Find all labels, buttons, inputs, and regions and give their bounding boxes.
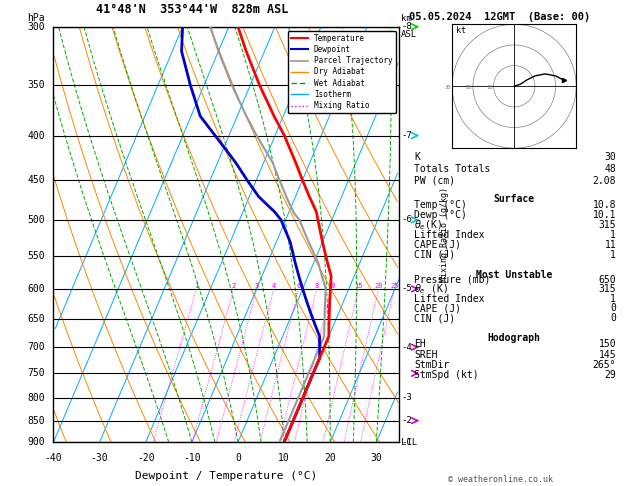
Text: 300: 300: [27, 22, 45, 32]
Text: Surface: Surface: [494, 193, 535, 204]
Text: $\theta_e$ (K): $\theta_e$ (K): [415, 282, 448, 296]
Text: 41°48'N  353°44'W  828m ASL: 41°48'N 353°44'W 828m ASL: [96, 3, 288, 17]
Text: 1: 1: [194, 283, 198, 289]
Text: -7: -7: [401, 131, 412, 140]
Text: Temp (°C): Temp (°C): [415, 200, 467, 210]
Text: 0: 0: [610, 313, 616, 323]
Text: -20: -20: [137, 452, 155, 463]
Text: -4: -4: [401, 343, 412, 352]
Text: $\theta_e$(K): $\theta_e$(K): [415, 218, 442, 232]
Text: 10: 10: [278, 452, 290, 463]
Text: -3: -3: [401, 393, 412, 402]
Text: Most Unstable: Most Unstable: [476, 270, 552, 279]
Text: CIN (J): CIN (J): [415, 250, 455, 260]
Text: 30: 30: [604, 152, 616, 162]
Text: CIN (J): CIN (J): [415, 313, 455, 323]
Text: Lifted Index: Lifted Index: [415, 230, 485, 240]
Text: 650: 650: [599, 275, 616, 284]
Text: 15: 15: [354, 283, 363, 289]
Text: 25: 25: [390, 283, 399, 289]
Text: Mixing Ratio (g/kg): Mixing Ratio (g/kg): [440, 187, 449, 282]
Text: 0: 0: [610, 303, 616, 313]
Text: 29: 29: [604, 370, 616, 380]
Text: 700: 700: [27, 342, 45, 352]
Text: 850: 850: [27, 416, 45, 426]
Text: PW (cm): PW (cm): [415, 176, 455, 186]
Text: 2.08: 2.08: [593, 176, 616, 186]
Text: 500: 500: [27, 215, 45, 225]
Text: -5: -5: [401, 284, 412, 294]
Text: 8: 8: [314, 283, 319, 289]
Text: -8: -8: [401, 22, 412, 31]
Text: 30: 30: [445, 86, 451, 90]
Text: 6: 6: [296, 283, 301, 289]
Text: 145: 145: [599, 349, 616, 360]
Text: CAPE (J): CAPE (J): [415, 303, 462, 313]
Text: 150: 150: [599, 339, 616, 349]
Text: 20: 20: [325, 452, 336, 463]
Text: -30: -30: [91, 452, 108, 463]
Text: -40: -40: [45, 452, 62, 463]
Text: Lifted Index: Lifted Index: [415, 294, 485, 304]
Text: StmSpd (kt): StmSpd (kt): [415, 370, 479, 380]
Text: 0: 0: [235, 452, 241, 463]
Text: © weatheronline.co.uk: © weatheronline.co.uk: [448, 474, 552, 484]
Text: Hodograph: Hodograph: [487, 333, 541, 343]
Text: -2: -2: [401, 416, 412, 425]
Text: 20: 20: [374, 283, 383, 289]
Text: 1: 1: [610, 294, 616, 304]
Text: Pressure (mb): Pressure (mb): [415, 275, 491, 284]
Text: 400: 400: [27, 131, 45, 140]
Text: 800: 800: [27, 393, 45, 403]
Text: ASL: ASL: [401, 30, 417, 39]
Text: Dewp (°C): Dewp (°C): [415, 210, 467, 220]
Text: 1: 1: [610, 230, 616, 240]
Text: 2: 2: [231, 283, 236, 289]
Text: 05.05.2024  12GMT  (Base: 00): 05.05.2024 12GMT (Base: 00): [409, 12, 591, 22]
Text: StmDir: StmDir: [415, 360, 450, 370]
Text: 48: 48: [604, 164, 616, 174]
Legend: Temperature, Dewpoint, Parcel Trajectory, Dry Adiabat, Wet Adiabat, Isotherm, Mi: Temperature, Dewpoint, Parcel Trajectory…: [288, 31, 396, 113]
Text: 4: 4: [272, 283, 276, 289]
Text: 600: 600: [27, 284, 45, 294]
Text: CAPE (J): CAPE (J): [415, 240, 462, 250]
Text: LCL: LCL: [401, 438, 417, 447]
Text: Totals Totals: Totals Totals: [415, 164, 491, 174]
Text: -10: -10: [183, 452, 201, 463]
Text: 315: 315: [599, 284, 616, 294]
Text: 10.1: 10.1: [593, 210, 616, 220]
Text: Dewpoint / Temperature (°C): Dewpoint / Temperature (°C): [135, 471, 318, 481]
Text: -1: -1: [401, 438, 412, 447]
Text: 315: 315: [599, 220, 616, 230]
Text: 11: 11: [604, 240, 616, 250]
Text: 900: 900: [27, 437, 45, 447]
Text: EH: EH: [415, 339, 426, 349]
Text: 350: 350: [27, 80, 45, 90]
Text: kt: kt: [457, 26, 466, 35]
Text: 650: 650: [27, 314, 45, 324]
Text: 10.8: 10.8: [593, 200, 616, 210]
Text: 10: 10: [486, 86, 493, 90]
Text: 265°: 265°: [593, 360, 616, 370]
Text: SREH: SREH: [415, 349, 438, 360]
Text: hPa: hPa: [27, 13, 45, 22]
Text: 30: 30: [370, 452, 382, 463]
Text: -6: -6: [401, 215, 412, 225]
Text: 1: 1: [610, 250, 616, 260]
Text: 750: 750: [27, 368, 45, 378]
Text: 550: 550: [27, 251, 45, 261]
Text: 20: 20: [465, 86, 472, 90]
Text: 450: 450: [27, 175, 45, 185]
Text: 3: 3: [255, 283, 259, 289]
Text: km: km: [401, 14, 412, 22]
Text: 10: 10: [327, 283, 336, 289]
Text: K: K: [415, 152, 420, 162]
